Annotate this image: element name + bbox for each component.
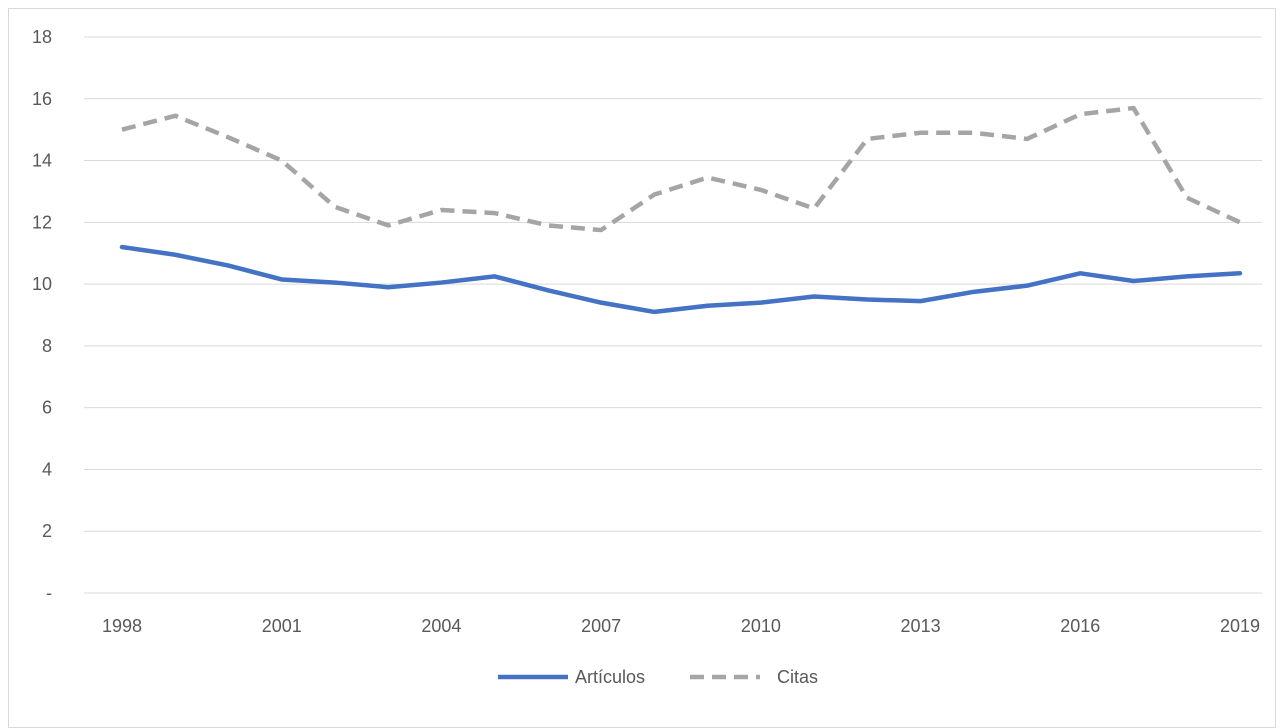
y-tick-label: 10	[32, 274, 52, 294]
line-chart: - 2 4 6 8 10 12 14 16 18 1998 2001 2004 2007 2010 2013…	[32, 27, 1262, 687]
y-tick-label: 12	[32, 212, 52, 232]
x-tick-label: 2016	[1060, 616, 1100, 636]
x-axis-ticks: 1998 2001 2004 2007 2010 2013 2016 2019	[102, 616, 1260, 636]
series-line-citas	[121, 105, 1241, 233]
x-tick-label: 2010	[741, 616, 781, 636]
y-tick-label: 2	[42, 521, 52, 541]
y-tick-label: 4	[42, 459, 52, 479]
y-tick-label: 18	[32, 27, 52, 47]
x-tick-label: 2013	[901, 616, 941, 636]
x-tick-label: 2004	[421, 616, 461, 636]
x-tick-label: 1998	[102, 616, 142, 636]
legend-label-citas: Citas	[777, 667, 818, 687]
x-tick-label: 2001	[262, 616, 302, 636]
x-tick-label: 2019	[1220, 616, 1260, 636]
y-tick-label: 14	[32, 151, 52, 171]
y-tick-label: -	[46, 583, 52, 603]
y-axis-ticks: - 2 4 6 8 10 12 14 16 18	[32, 27, 52, 603]
y-tick-label: 16	[32, 89, 52, 109]
y-tick-label: 8	[42, 336, 52, 356]
legend-label-articulos: Artículos	[575, 667, 645, 687]
series-line-articulos	[119, 244, 1243, 315]
x-tick-label: 2007	[581, 616, 621, 636]
legend: Artículos Citas	[498, 667, 818, 687]
gridlines	[84, 36, 1262, 594]
series-lines	[119, 105, 1243, 315]
chart-frame	[8, 8, 1276, 728]
y-tick-label: 6	[42, 398, 52, 418]
